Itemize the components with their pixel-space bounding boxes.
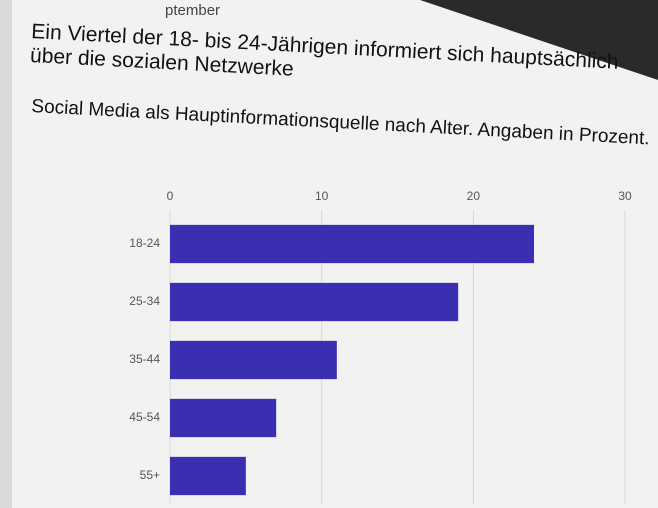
bar xyxy=(170,399,276,437)
x-tick-label: 0 xyxy=(167,189,174,203)
bar xyxy=(170,457,246,495)
x-tick-label: 10 xyxy=(315,189,329,203)
edge xyxy=(0,0,12,508)
bar xyxy=(170,283,458,321)
y-tick-label: 35-44 xyxy=(129,352,160,366)
screen: 010203018-2425-3435-4445-5455+ ptember E… xyxy=(0,0,658,508)
y-tick-label: 18-24 xyxy=(129,236,160,250)
y-tick-label: 25-34 xyxy=(129,294,160,308)
y-tick-label: 45-54 xyxy=(129,410,160,424)
x-tick-label: 30 xyxy=(618,189,632,203)
bar xyxy=(170,341,337,379)
y-tick-label: 55+ xyxy=(140,468,160,482)
bar xyxy=(170,225,534,263)
x-tick-label: 20 xyxy=(467,189,481,203)
header-fragment: ptember xyxy=(165,2,220,19)
